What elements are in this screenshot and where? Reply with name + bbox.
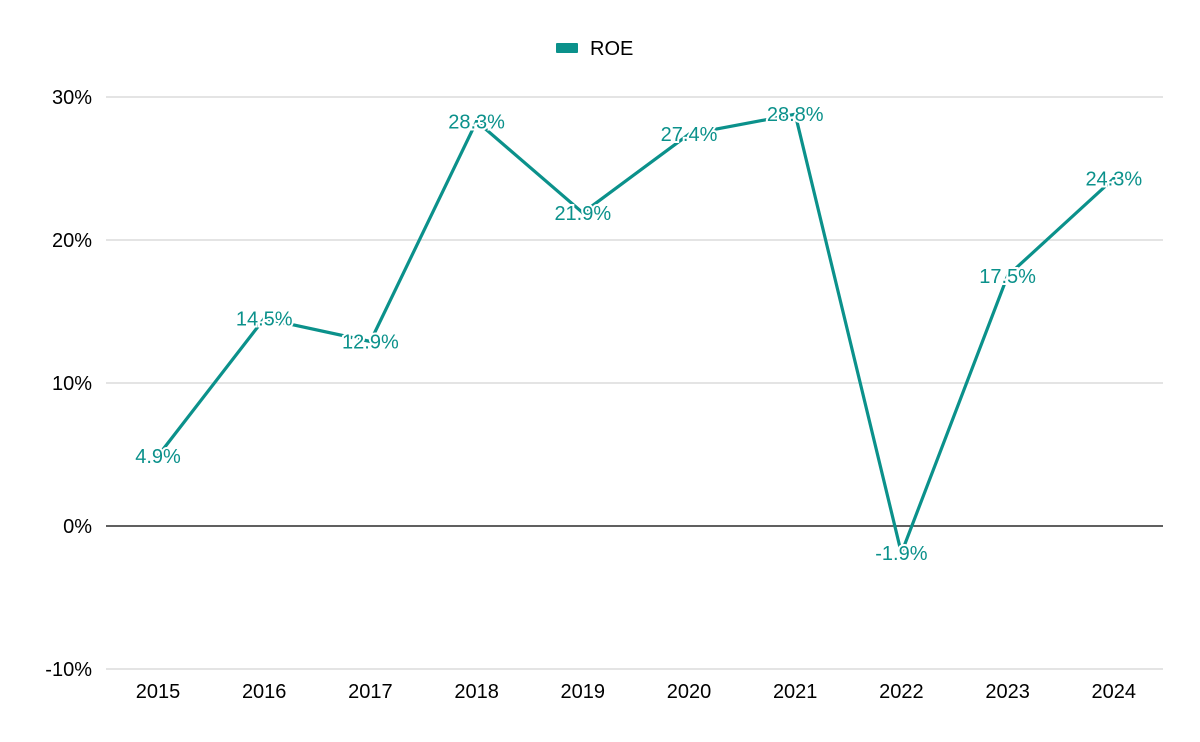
data-label: 4.9% xyxy=(135,446,181,468)
x-tick-label: 2018 xyxy=(454,681,499,703)
data-label: 12.9% xyxy=(342,332,399,354)
data-point xyxy=(156,454,160,458)
y-tick-label: 0% xyxy=(63,516,92,538)
legend-label-roe: ROE xyxy=(590,38,633,60)
x-tick-label: 2016 xyxy=(242,681,287,703)
data-label: 14.5% xyxy=(236,309,293,331)
x-tick-label: 2024 xyxy=(1092,681,1137,703)
x-tick-label: 2023 xyxy=(985,681,1030,703)
x-tick-label: 2017 xyxy=(348,681,393,703)
data-point xyxy=(1112,176,1116,181)
x-tick-label: 2020 xyxy=(667,681,712,703)
data-label: 21.9% xyxy=(554,203,611,225)
x-tick-label: 2019 xyxy=(561,681,606,703)
data-label: -1.9% xyxy=(875,543,927,565)
gridlines xyxy=(106,96,1163,670)
y-tick-label: -10% xyxy=(45,659,92,681)
data-label: 17.5% xyxy=(979,266,1036,288)
data-point xyxy=(368,339,372,344)
series-roe xyxy=(156,112,1116,555)
data-point xyxy=(899,551,904,555)
data-point xyxy=(475,119,479,123)
data-labels: 4.9% 14.5% 12.9% 28.3% 21.9% 27.4% 28.8% -1.9% 1… xyxy=(133,102,1144,567)
data-label: 28.3% xyxy=(448,111,505,133)
data-point xyxy=(1006,274,1010,278)
y-axis-tick-labels: -10% 0% 10% 20% 30% xyxy=(45,87,92,681)
data-label: 28.8% xyxy=(767,104,824,126)
y-tick-label: 10% xyxy=(52,373,92,395)
legend: ROE xyxy=(556,38,633,60)
y-tick-label: 30% xyxy=(52,87,92,109)
x-tick-label: 2022 xyxy=(879,681,924,703)
data-point xyxy=(793,112,797,116)
y-tick-label: 20% xyxy=(52,230,92,252)
legend-swatch-roe xyxy=(556,43,578,53)
data-label: 27.4% xyxy=(661,124,718,146)
series-line-roe xyxy=(156,112,1116,555)
data-point xyxy=(687,132,691,136)
data-point xyxy=(581,211,585,215)
x-tick-label: 2015 xyxy=(136,681,181,703)
x-axis-tick-labels: 2015 2016 2017 2018 2019 2020 2021 2022 2023 2024 xyxy=(136,681,1136,703)
data-point xyxy=(262,317,266,321)
data-label: 24.3% xyxy=(1085,169,1142,191)
x-tick-label: 2021 xyxy=(773,681,818,703)
